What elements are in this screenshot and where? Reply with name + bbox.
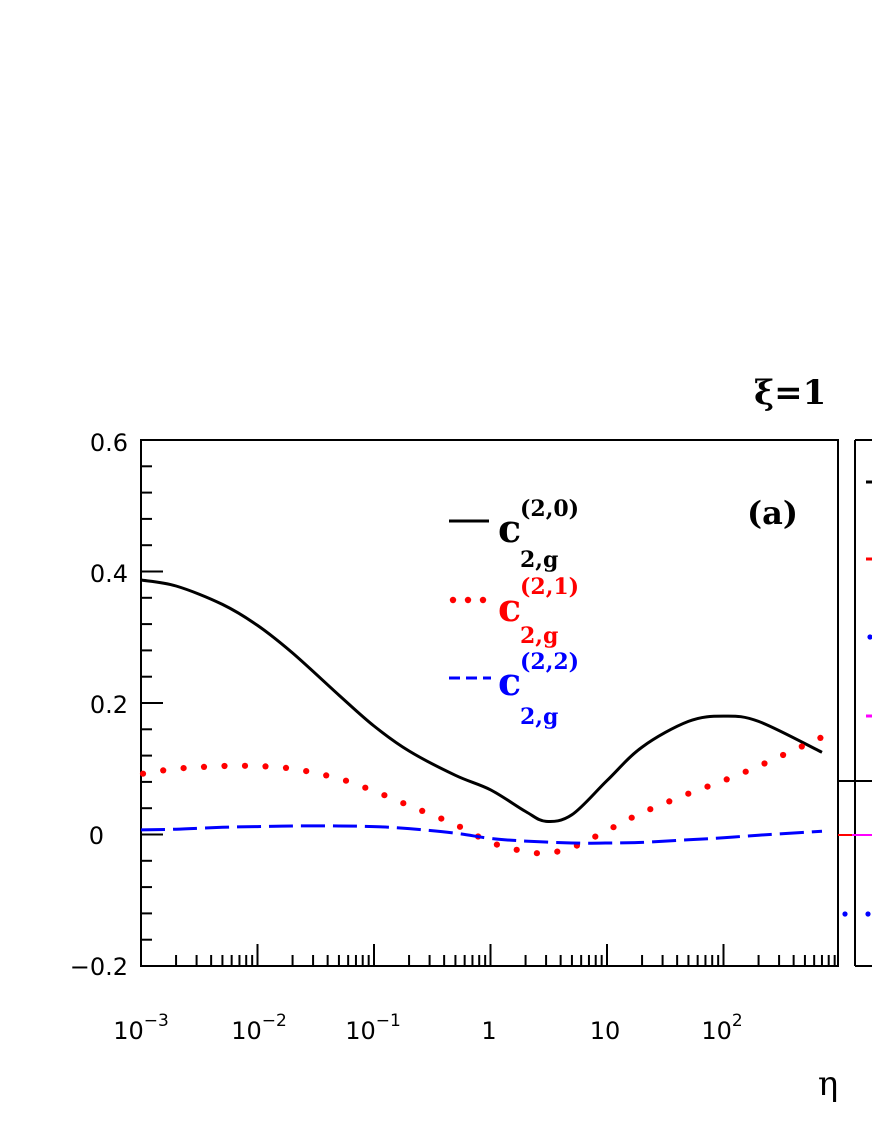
legend-c22-main: c bbox=[498, 659, 521, 704]
legend-c20-sub: 2,g bbox=[520, 547, 558, 573]
y-tick-label-06: 0.6 bbox=[90, 429, 128, 457]
x-axis-title: η bbox=[818, 1064, 838, 1104]
y-tick-labels: −0.2 0 0.2 0.4 0.6 bbox=[70, 429, 128, 981]
line-series-c20 bbox=[140, 578, 823, 824]
data-point-c21 bbox=[685, 790, 692, 797]
data-point-c21 bbox=[362, 784, 369, 791]
x-tick-label-1: 1 bbox=[481, 1017, 496, 1045]
data-point-c21 bbox=[592, 833, 599, 840]
data-point-c21 bbox=[817, 734, 824, 742]
series-layer bbox=[139, 578, 824, 857]
legend-c22-sup: (2,2) bbox=[520, 649, 579, 675]
data-point-c21 bbox=[342, 777, 350, 784]
y-tick-label-04: 0.4 bbox=[90, 560, 128, 588]
data-point-c21 bbox=[221, 762, 228, 770]
data-point-c21 bbox=[419, 807, 426, 815]
line-series-c22 bbox=[140, 824, 823, 845]
x-tick-label-1e-1: 10−1 bbox=[345, 1011, 401, 1045]
data-point-c21 bbox=[780, 751, 787, 759]
data-point-c21 bbox=[282, 764, 290, 772]
data-point-c21 bbox=[704, 783, 711, 790]
y-tick-label-neg02: −0.2 bbox=[70, 953, 128, 981]
y-tick-label-02: 0.2 bbox=[90, 691, 128, 719]
xi-parameter-label: ξ=1 bbox=[754, 373, 826, 413]
data-point-c21 bbox=[513, 846, 520, 853]
series-1-c21-dotted bbox=[139, 734, 824, 857]
legend-c20-main: c bbox=[498, 506, 521, 551]
data-point-c21 bbox=[456, 823, 464, 830]
panel-label: (a) bbox=[747, 494, 798, 532]
data-point-c21 bbox=[139, 770, 147, 777]
data-point-c21 bbox=[160, 767, 167, 774]
legend: c (2,0) 2,g c (2,1) 2,g c (2,2) 2,g bbox=[449, 496, 579, 730]
data-point-c21 bbox=[628, 814, 635, 821]
data-point-c21 bbox=[180, 765, 187, 772]
data-point-c21 bbox=[262, 763, 269, 770]
data-point-c21 bbox=[438, 815, 445, 822]
legend-c20-sup: (2,0) bbox=[520, 496, 579, 522]
legend-c21-sub: 2,g bbox=[520, 623, 558, 649]
data-point-c21 bbox=[647, 806, 654, 813]
axis-ticks bbox=[140, 439, 836, 967]
data-point-c21 bbox=[323, 772, 330, 779]
data-point-c21 bbox=[742, 768, 749, 775]
adjacent-panel-edge bbox=[838, 439, 872, 967]
x-tick-label-1e-3: 10−3 bbox=[113, 1011, 169, 1045]
x-tick-label-1e-2: 10−2 bbox=[231, 1011, 287, 1045]
data-point-c21 bbox=[493, 841, 500, 848]
data-point-c21 bbox=[761, 760, 768, 767]
legend-c21-main: c bbox=[498, 585, 521, 630]
data-point-c21 bbox=[723, 776, 730, 783]
x-tick-labels: 10−3 10−2 10−1 1 10 102 bbox=[113, 1011, 742, 1045]
data-point-c21 bbox=[400, 800, 407, 807]
y-tick-label-0: 0 bbox=[89, 822, 104, 850]
data-point-c21 bbox=[200, 763, 208, 771]
x-tick-label-10: 10 bbox=[590, 1017, 621, 1045]
legend-c21-sup: (2,1) bbox=[520, 574, 579, 600]
data-point-c21 bbox=[303, 768, 310, 775]
data-point-c21 bbox=[241, 762, 249, 769]
data-point-c21 bbox=[554, 848, 561, 855]
x-tick-label-1e2: 102 bbox=[701, 1011, 742, 1045]
data-point-c21 bbox=[610, 824, 617, 831]
data-point-c21 bbox=[533, 850, 541, 857]
data-point-c21 bbox=[666, 798, 673, 805]
legend-swatch-c21 bbox=[449, 596, 487, 604]
data-point-c21 bbox=[798, 743, 805, 750]
data-point-c21 bbox=[381, 792, 388, 799]
legend-c22-sub: 2,g bbox=[520, 704, 558, 730]
plot-frame bbox=[140, 439, 839, 967]
